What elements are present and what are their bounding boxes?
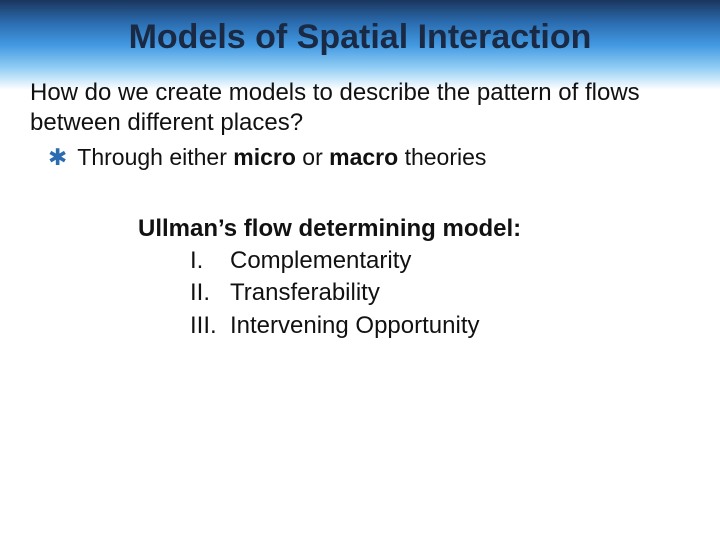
roman-numeral: I. [190,245,220,277]
list-item-label: Complementarity [230,245,411,277]
roman-list: I. Complementarity II. Transferability I… [190,245,690,342]
bullet-row: ✱ Through either micro or macro theories [48,144,690,171]
bullet-micro: micro [233,144,296,170]
question-text: How do we create models to describe the … [30,78,690,138]
bullet-post: theories [398,144,486,170]
slide: Models of Spatial Interaction How do we … [0,0,720,540]
list-item: II. Transferability [190,277,690,309]
asterisk-icon: ✱ [48,144,67,171]
list-item: III. Intervening Opportunity [190,310,690,342]
roman-numeral: III. [190,310,220,342]
bullet-text: Through either micro or macro theories [77,144,486,171]
bullet-macro: macro [329,144,398,170]
list-item: I. Complementarity [190,245,690,277]
slide-title: Models of Spatial Interaction [0,18,720,57]
list-item-label: Intervening Opportunity [230,310,479,342]
bullet-mid: or [296,144,329,170]
list-item-label: Transferability [230,277,380,309]
model-heading: Ullman’s flow determining model: [138,215,690,243]
roman-numeral: II. [190,277,220,309]
model-block: Ullman’s flow determining model: I. Comp… [138,215,690,342]
slide-body: How do we create models to describe the … [30,78,690,342]
bullet-pre: Through either [77,144,233,170]
